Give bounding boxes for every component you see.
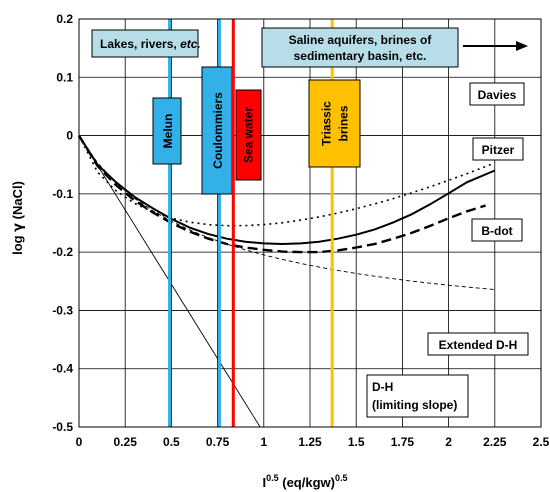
y-tick-label: -0.2 xyxy=(52,245,73,259)
marker-label-coulommiers: Coulommiers xyxy=(211,92,225,169)
x-tick-label: 0.25 xyxy=(114,435,138,449)
y-axis-ticks: 0.2 0.1 0 -0.1 -0.2 -0.3 -0.4 -0.5 xyxy=(52,12,73,434)
lakes-box xyxy=(91,29,199,58)
pitzer-label-box xyxy=(472,137,524,161)
y-tick-label: 0.1 xyxy=(56,70,73,84)
x-tick-label: 1.75 xyxy=(391,435,415,449)
lakes-label: Lakes, rivers, etc. xyxy=(100,37,201,51)
vertical-markers: Melun Coulommiers Sea water Triassic brines xyxy=(152,19,361,427)
curves xyxy=(77,134,496,428)
curve-b-dot xyxy=(77,134,486,254)
saline-label-line1: Saline aquifers, brines of xyxy=(289,33,433,47)
x-tick-label: 1 xyxy=(260,435,267,449)
right-arrow xyxy=(463,41,528,51)
marker-label-triassic-line2: brines xyxy=(337,105,351,141)
saline-box xyxy=(261,27,459,68)
davies-label-box xyxy=(469,82,525,106)
dh-label-box xyxy=(366,374,469,418)
y-tick-label: 0 xyxy=(66,129,73,143)
marker-box-melun xyxy=(152,97,182,165)
x-tick-label: 0.75 xyxy=(206,435,230,449)
x-tick-label: 0 xyxy=(76,435,83,449)
dh-label-line2: (limiting slope) xyxy=(372,398,457,412)
bdot-label: B-dot xyxy=(481,224,512,238)
marker-box-triassic xyxy=(308,79,361,168)
extended-dh-label: Extended D-H xyxy=(439,338,518,352)
davies-label: Davies xyxy=(478,88,517,102)
marker-label-sea-water: Sea water xyxy=(241,107,255,163)
x-tick-label: 0.5 xyxy=(163,435,180,449)
pitzer-label: Pitzer xyxy=(482,143,515,157)
y-tick-label: 0.2 xyxy=(56,12,73,26)
y-axis-title: log γ (NaCl) xyxy=(10,181,26,255)
dh-label-line1: D-H xyxy=(372,380,393,394)
y-tick-label: -0.3 xyxy=(52,303,73,317)
x-tick-label: 2 xyxy=(445,435,452,449)
marker-box-coulommiers xyxy=(201,66,233,195)
curve-davies xyxy=(78,135,496,227)
y-tick-label: -0.1 xyxy=(52,187,73,201)
x-axis-title: I0.5 (eq/kgw)0.5 xyxy=(263,473,348,490)
x-tick-label: 1.25 xyxy=(298,435,322,449)
y-tick-label: -0.5 xyxy=(52,420,73,434)
x-tick-label: 2.5 xyxy=(533,435,550,449)
extended-dh-label-box xyxy=(427,332,529,356)
marker-box-sea-water xyxy=(235,89,262,181)
curve-pitzer xyxy=(78,135,496,246)
saline-label-line2: sedimentary basin, etc. xyxy=(294,49,427,63)
x-tick-label: 1.5 xyxy=(348,435,365,449)
x-tick-label: 2.25 xyxy=(483,435,507,449)
curve-extended-d-h xyxy=(78,135,495,290)
y-tick-label: -0.4 xyxy=(52,362,73,376)
marker-label-triassic: Triassic xyxy=(320,101,334,146)
bdot-label-box xyxy=(471,218,523,242)
x-axis-ticks: 0 0.25 0.5 0.75 1 1.25 1.5 1.75 2 2.25 2.5 xyxy=(76,435,550,449)
marker-label-melun: Melun xyxy=(161,114,175,149)
plot-border xyxy=(78,18,542,428)
